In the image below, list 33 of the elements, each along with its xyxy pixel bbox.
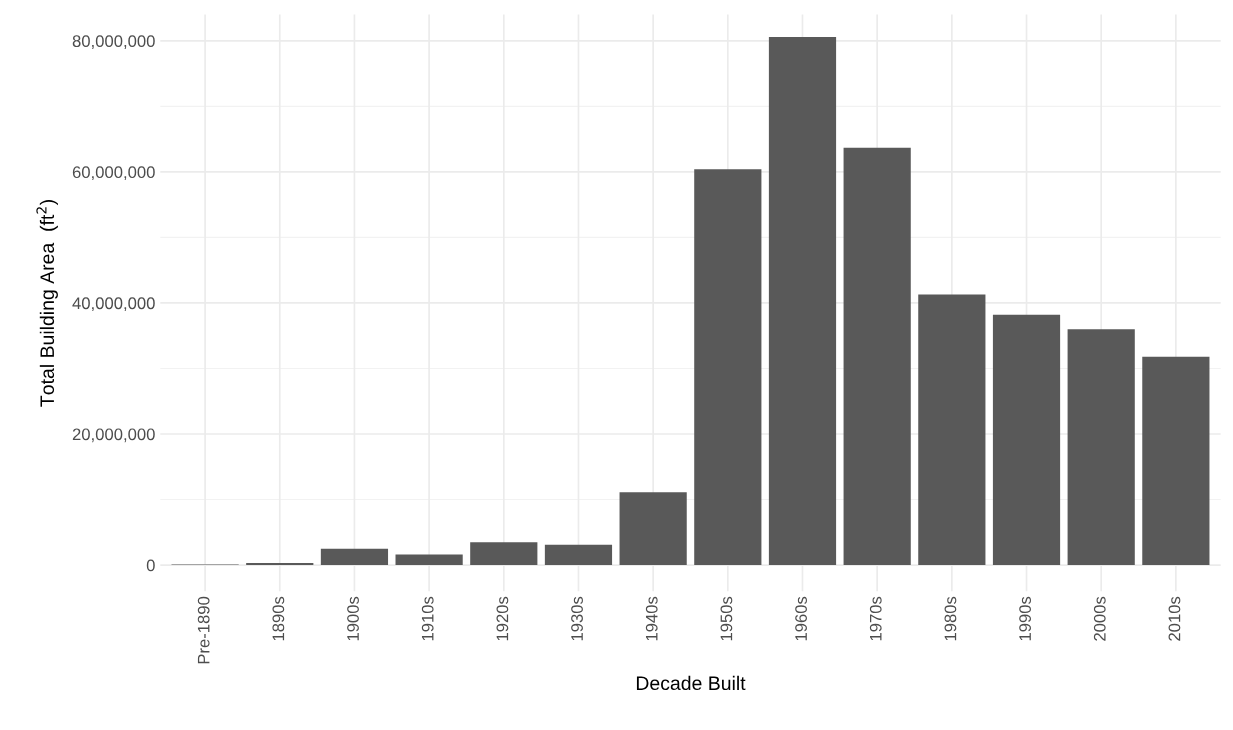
x-tick-label: 2000s (1093, 596, 1106, 641)
x-tick-label: 1980s (944, 596, 957, 641)
x-tick-label: 1920s (496, 596, 509, 641)
x-tick-label: 2010s (1168, 596, 1181, 641)
bar (320, 548, 389, 566)
y-axis-title: Total Building Area (ft$^{2}$) (36, 200, 58, 407)
bar (843, 147, 911, 566)
x-axis-title: Decade Built (636, 675, 746, 691)
y-tick-label: 80,000,000 (72, 35, 155, 49)
y-tick-label: 0 (146, 559, 155, 572)
x-tick-label: 1890s (272, 596, 285, 641)
bar (918, 294, 986, 566)
x-tick-label: 1900s (347, 596, 359, 641)
x-tick-label: Pre-1890 (197, 596, 210, 664)
x-tick-label: 1950s (720, 596, 733, 641)
bar (395, 554, 463, 566)
bar (470, 542, 538, 566)
x-tick-label: 1940s (645, 596, 658, 641)
x-tick-label: 1960s (795, 596, 807, 641)
x-tick-label: 1970s (869, 596, 882, 641)
bar (768, 36, 837, 566)
bar (992, 314, 1061, 566)
y-tick-label: 60,000,000 (72, 166, 155, 181)
x-tick-label: 1910s (421, 596, 434, 641)
bar (619, 492, 687, 566)
bar (544, 544, 613, 566)
bar (1142, 356, 1210, 566)
y-tick-label: 20,000,000 (72, 428, 155, 443)
bar (694, 169, 762, 566)
bar (1067, 329, 1135, 566)
x-tick-label: 1990s (1019, 596, 1031, 641)
x-tick-label: 1930s (571, 596, 583, 641)
y-tick-label: 40,000,000 (72, 297, 155, 312)
